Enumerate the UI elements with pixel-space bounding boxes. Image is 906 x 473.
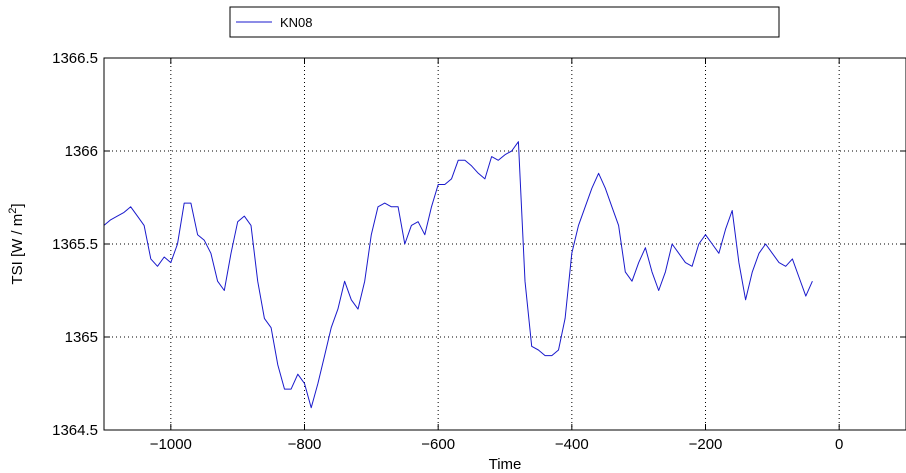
x-tick-label: −600 [421, 436, 455, 453]
x-tick-label: −200 [689, 436, 723, 453]
x-tick-label: −400 [555, 436, 589, 453]
y-axis-title: TSI [W / m2] [7, 203, 26, 284]
legend-box [229, 6, 780, 38]
x-tick-label: −800 [288, 436, 322, 453]
y-tick-label: 1366.5 [52, 50, 98, 67]
legend-label-kn08: KN08 [280, 15, 313, 30]
legend: KN08 [229, 6, 780, 38]
series-line-kn08 [103, 141, 813, 409]
y-tick-label: 1366 [65, 143, 98, 160]
y-tick-label: 1365.5 [52, 236, 98, 253]
series-layer [103, 141, 813, 409]
y-tick-label: 1365 [65, 329, 98, 346]
x-tick-label: −1000 [150, 436, 192, 453]
ticks: −1000 −800 −600 −400 −200 0 1364.5 1365 1365.5 13… [52, 50, 906, 453]
x-tick-label: 0 [835, 436, 843, 453]
grid [104, 58, 906, 430]
y-tick-label: 1364.5 [52, 422, 98, 439]
x-axis-title: Time [489, 456, 522, 473]
